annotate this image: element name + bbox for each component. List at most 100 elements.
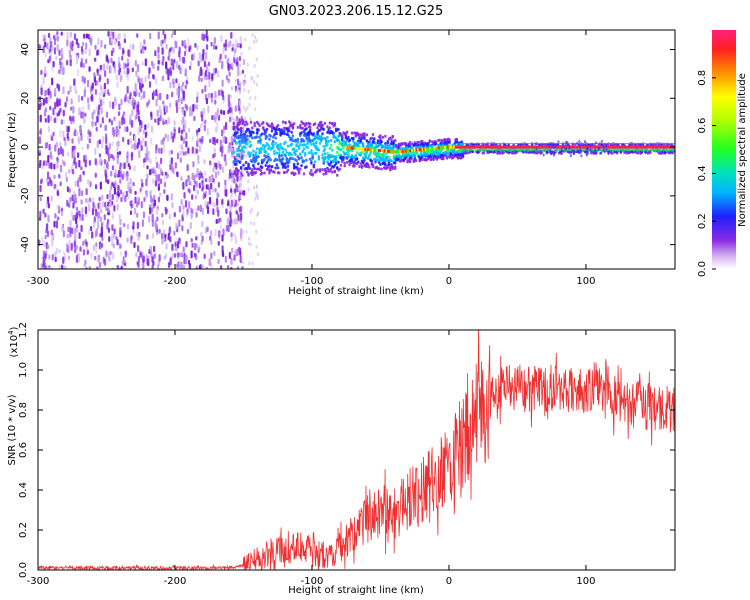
spectrogram-cell: [289, 156, 292, 160]
spectrogram-cell: [306, 145, 309, 149]
spectrogram-cell: [203, 159, 206, 165]
spectrogram-cell: [371, 132, 375, 136]
spectrogram-cell: [327, 139, 330, 143]
spectrogram-cell: [104, 133, 108, 138]
spectrogram-cell: [45, 200, 49, 208]
spectrogram-cell: [391, 135, 394, 139]
spectrogram-cell: [171, 30, 175, 36]
spectrogram-cell: [594, 143, 597, 147]
spectrogram-cell: [212, 154, 215, 159]
spectrogram-cell: [69, 59, 72, 67]
spectrogram-cell: [100, 99, 103, 107]
spectrogram-cell: [157, 173, 161, 182]
spectrogram-cell: [116, 239, 119, 246]
spectrogram-cell: [52, 61, 55, 68]
spectrogram-cell: [408, 159, 412, 163]
spectrogram-cell: [94, 121, 97, 126]
spectrogram-cell: [247, 241, 250, 246]
spectrogram-cell: [140, 200, 143, 209]
spectrogram-cell: [230, 192, 233, 197]
spectrogram-cell: [158, 105, 161, 113]
spectrogram-cell: [161, 118, 165, 124]
spectrogram-cell: [153, 245, 156, 253]
spectrogram-cell: [255, 147, 259, 151]
spectrogram-cell: [373, 137, 376, 141]
spectrogram-cell: [98, 196, 101, 202]
spectrogram-cell: [200, 231, 203, 238]
spectrogram-cell: [312, 165, 316, 169]
colorbar-label: Normalized spectral amplitude: [737, 73, 748, 227]
spectrogram-cell: [331, 122, 334, 126]
spectrogram-cell: [117, 111, 121, 116]
spectrogram-cell: [147, 258, 150, 267]
spectrogram-cell: [255, 131, 259, 135]
spectrogram-cell: [107, 147, 110, 153]
spectrogram-cell: [564, 147, 567, 151]
spectrogram-cell: [137, 256, 141, 262]
spectrogram-cell: [155, 156, 158, 162]
spectrogram-cell: [311, 172, 314, 176]
spectrogram-cell: [288, 126, 291, 130]
spectrogram-cell: [220, 35, 223, 43]
spectrogram-cell: [281, 157, 285, 161]
spectrogram-cell: [323, 147, 327, 151]
spectrogram-cell: [237, 202, 240, 207]
spectrogram-cell: [234, 236, 238, 244]
spectrogram-cell: [146, 234, 149, 240]
spectrogram-cell: [71, 168, 74, 175]
snr-y-exponent: (x104): [7, 326, 20, 357]
spectrogram-cell: [111, 267, 114, 269]
spectrogram-cell: [214, 171, 218, 179]
spectrogram-cell: [129, 210, 133, 216]
spectrogram-cell: [44, 252, 47, 259]
spectrogram-cell: [328, 146, 332, 150]
colorbar-tick-label: 0.4: [697, 165, 708, 181]
spectrogram-cell: [158, 163, 161, 170]
spectrogram-cell: [39, 114, 42, 123]
spectrogram-cell: [87, 33, 90, 40]
spectrogram-cell: [167, 56, 170, 61]
spectrogram-cell: [168, 213, 172, 220]
spectrogram-cell: [498, 151, 502, 155]
spectrogram-cell: [311, 152, 314, 156]
spectrogram-cell: [242, 150, 245, 154]
spectrogram-cell: [196, 148, 199, 154]
spectrogram-cell: [56, 83, 59, 89]
spectrogram-cell: [170, 193, 173, 201]
spectrogram-cell: [121, 260, 125, 266]
spectrogram-cell: [329, 167, 333, 171]
spectrogram-cell: [594, 148, 597, 152]
spectrogram-cell: [324, 140, 328, 144]
spectrogram-cell: [99, 216, 102, 223]
spectrogram-cell: [175, 102, 178, 108]
spectrogram-cell: [84, 259, 87, 265]
spectrogram-cell: [197, 205, 200, 211]
spectrogram-cell: [157, 260, 160, 267]
spectrogram-cell: [186, 105, 189, 111]
spectrogram-cell: [45, 142, 49, 149]
spectrogram-cell: [308, 140, 312, 144]
spectrogram-cell: [93, 109, 96, 115]
spectrogram-cell: [347, 135, 350, 139]
spectrogram-cell: [343, 161, 346, 165]
spectrogram-cell: [200, 77, 203, 83]
spectrogram-cell: [74, 227, 77, 235]
spectrogram-cell: [58, 98, 61, 106]
spectrogram-cell: [40, 262, 43, 269]
spectrogram-cell: [300, 131, 303, 135]
spectrogram-cell: [231, 268, 232, 269]
spectrogram-cell: [347, 155, 350, 159]
spectrogram-cell: [84, 197, 87, 203]
spectrogram-cell: [105, 147, 108, 155]
spectrogram-cell: [262, 120, 265, 124]
spectrogram-x-label: Height of straight line (km): [288, 286, 424, 297]
spectrogram-cell: [184, 84, 187, 90]
spectrogram-cell: [290, 153, 293, 157]
spectrogram-cell: [195, 253, 198, 261]
spectrogram-cell: [235, 119, 238, 124]
spectrogram-cell: [251, 75, 254, 80]
spectrogram-cell: [108, 236, 111, 242]
spectrogram-cell: [534, 142, 537, 146]
spectrogram-cell: [117, 184, 120, 193]
spectrogram-cell: [238, 207, 241, 212]
